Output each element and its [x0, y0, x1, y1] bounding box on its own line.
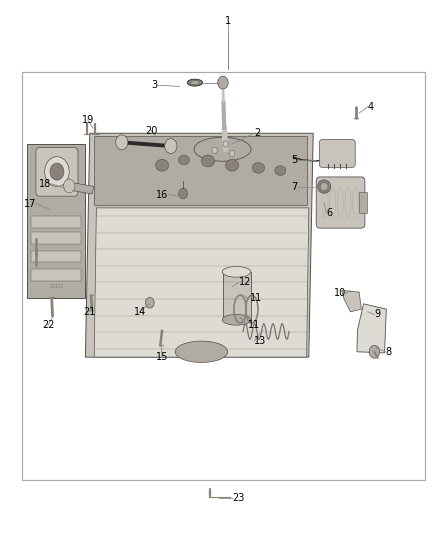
Circle shape	[230, 150, 235, 157]
Ellipse shape	[194, 137, 251, 161]
Circle shape	[218, 76, 228, 89]
Text: 17: 17	[24, 199, 36, 208]
Text: 4: 4	[368, 102, 374, 111]
Bar	[31, 216, 81, 228]
Bar	[22, 72, 425, 480]
Text: 7: 7	[292, 182, 298, 191]
Text: 1: 1	[225, 17, 231, 26]
Text: 16: 16	[156, 190, 169, 199]
Polygon shape	[85, 133, 313, 357]
Circle shape	[116, 135, 128, 150]
Polygon shape	[342, 290, 361, 312]
Ellipse shape	[175, 341, 228, 362]
Bar	[31, 232, 81, 244]
Circle shape	[369, 345, 380, 358]
Text: 9: 9	[374, 310, 381, 319]
Polygon shape	[94, 208, 309, 357]
Ellipse shape	[178, 155, 189, 165]
Bar	[359, 192, 367, 213]
Ellipse shape	[320, 182, 328, 191]
Circle shape	[179, 188, 187, 199]
Circle shape	[64, 179, 75, 193]
Text: 6: 6	[326, 208, 332, 218]
Text: 5: 5	[292, 155, 298, 165]
Text: 12: 12	[239, 278, 251, 287]
Text: 20: 20	[145, 126, 157, 135]
Text: 8: 8	[385, 347, 392, 357]
Text: 23: 23	[232, 494, 244, 503]
Ellipse shape	[275, 166, 286, 175]
Ellipse shape	[155, 159, 169, 171]
Polygon shape	[27, 144, 85, 298]
Text: 15: 15	[156, 352, 168, 362]
Ellipse shape	[191, 80, 199, 84]
Ellipse shape	[222, 314, 251, 325]
Text: 2: 2	[254, 128, 260, 138]
Bar	[22, 72, 425, 480]
Ellipse shape	[187, 79, 202, 86]
Text: 18: 18	[39, 179, 52, 189]
Ellipse shape	[222, 266, 251, 277]
FancyBboxPatch shape	[319, 140, 355, 167]
Text: 10: 10	[334, 288, 346, 298]
FancyBboxPatch shape	[36, 148, 78, 196]
Polygon shape	[94, 136, 307, 205]
Circle shape	[212, 147, 217, 154]
Ellipse shape	[201, 155, 215, 167]
Text: 3: 3	[152, 80, 158, 90]
Text: 11: 11	[247, 320, 260, 330]
Text: 11: 11	[250, 294, 262, 303]
FancyBboxPatch shape	[316, 177, 365, 228]
Bar	[223, 272, 251, 320]
Text: 22: 22	[42, 320, 54, 330]
Polygon shape	[357, 304, 386, 353]
Text: 14: 14	[134, 307, 146, 317]
Text: 13: 13	[254, 336, 266, 346]
Bar	[31, 251, 81, 262]
Circle shape	[50, 163, 64, 180]
Ellipse shape	[226, 159, 239, 171]
Ellipse shape	[318, 180, 331, 193]
Circle shape	[165, 139, 177, 154]
Text: 21: 21	[84, 307, 96, 317]
Circle shape	[145, 297, 154, 308]
Text: IIIII: IIIII	[50, 284, 64, 289]
Circle shape	[223, 141, 228, 147]
Text: 19: 19	[81, 115, 94, 125]
Polygon shape	[68, 182, 94, 194]
Bar	[31, 269, 81, 281]
Circle shape	[45, 157, 69, 187]
Ellipse shape	[252, 163, 265, 173]
